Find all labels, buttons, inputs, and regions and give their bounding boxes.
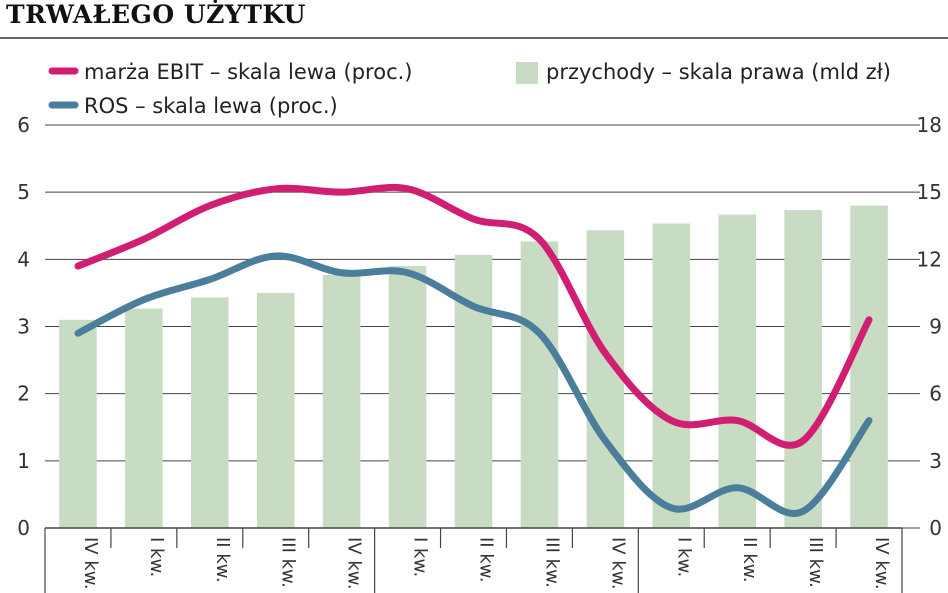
- x-tick-label: II kw.: [476, 537, 497, 583]
- x-tick-label: III kw.: [278, 537, 299, 588]
- left-tick-label: 4: [17, 247, 30, 271]
- legend: marża EBIT – skala lewa (proc.) ROS – sk…: [48, 60, 891, 118]
- revenue-bar: [520, 241, 559, 528]
- x-tick-label: II kw.: [739, 537, 760, 583]
- right-tick-label: 3: [929, 449, 942, 473]
- revenue-bar: [586, 230, 625, 528]
- x-tick-label: IV kw.: [607, 537, 628, 590]
- x-tick-label: IV kw.: [344, 537, 365, 590]
- left-tick-label: 1: [17, 449, 30, 473]
- right-tick-label: 9: [929, 315, 942, 339]
- x-tick-label: IV kw.: [871, 537, 892, 590]
- x-tick-label: I kw.: [410, 537, 431, 577]
- legend-swatch-przychody: [516, 62, 538, 84]
- revenue-bar: [388, 266, 427, 528]
- revenue-bar: [59, 319, 97, 528]
- line-series: [74, 183, 873, 517]
- revenue-bar: [125, 308, 163, 528]
- revenue-bar: [652, 223, 691, 528]
- marza-ebit-line: [74, 183, 873, 449]
- revenue-bar: [850, 205, 888, 528]
- revenue-bar: [322, 275, 361, 528]
- revenue-bar: [256, 292, 295, 528]
- legend-label-przychody: przychody – skala prawa (mld zł): [546, 60, 891, 84]
- x-tick-label: I kw.: [146, 537, 167, 577]
- ros-line: [74, 252, 873, 517]
- right-tick-label: 0: [929, 516, 942, 540]
- right-tick-label: 18: [917, 113, 942, 137]
- x-tick-label: III kw.: [541, 537, 562, 588]
- left-tick-label: 3: [17, 315, 30, 339]
- left-tick-label: 2: [17, 382, 30, 406]
- revenue-bar: [191, 297, 229, 528]
- right-tick-label: 15: [917, 180, 942, 204]
- x-tick-label: III kw.: [805, 537, 826, 588]
- left-axis: 0 1 2 3 4 5 6: [17, 113, 30, 540]
- right-tick-label: 12: [917, 247, 942, 271]
- chart-title: TRWAŁEGO UŻYTKU: [6, 0, 306, 29]
- x-tick-label: II kw.: [212, 537, 233, 583]
- left-tick-label: 0: [17, 516, 30, 540]
- bar-series: [59, 205, 888, 529]
- right-axis: 0 3 6 9 12 15 18: [917, 113, 942, 540]
- right-tick-label: 6: [929, 382, 942, 406]
- x-tick-label: IV kw.: [80, 537, 101, 590]
- revenue-bar: [784, 210, 822, 529]
- left-tick-label: 6: [17, 113, 30, 137]
- revenue-bar: [718, 214, 756, 529]
- legend-label-ros: ROS – skala lewa (proc.): [84, 94, 338, 118]
- left-tick-label: 5: [17, 180, 30, 204]
- x-axis: IV kw. I kw. II kw. III kw. IV kw. I kw. II kw…: [44, 527, 903, 593]
- legend-label-marza-ebit: marża EBIT – skala lewa (proc.): [84, 60, 412, 84]
- x-tick-label: I kw.: [673, 537, 694, 577]
